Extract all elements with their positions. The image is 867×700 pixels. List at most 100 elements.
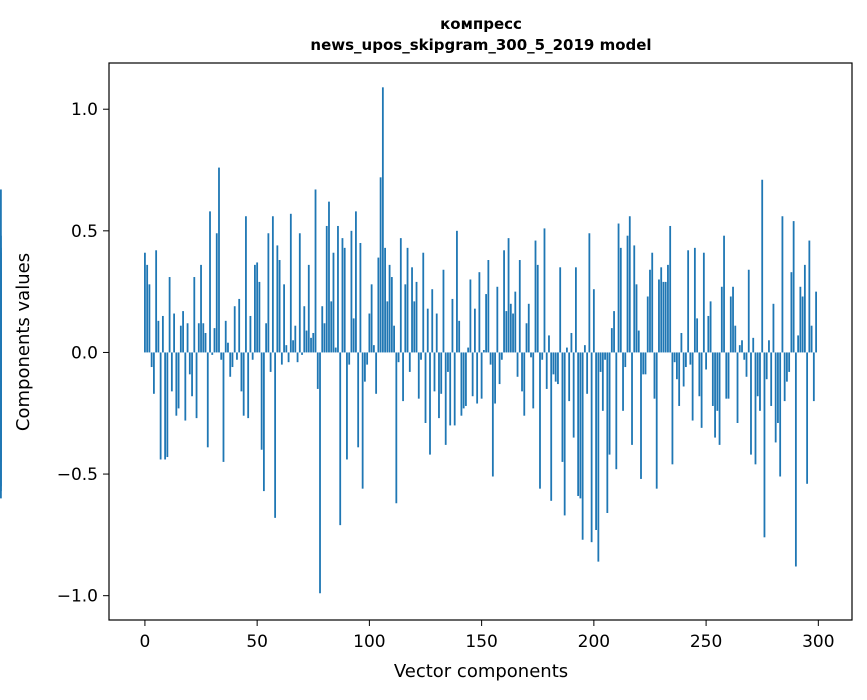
bar [435,313,438,353]
bar [651,252,654,353]
bar [426,308,429,353]
bar [503,250,505,353]
bar [285,345,288,353]
bar [269,352,272,372]
bar [592,289,595,353]
bar [195,352,198,419]
bar [287,352,290,363]
bar [747,269,750,353]
bar [516,352,519,377]
bar [242,352,245,416]
bar [673,352,676,363]
bar [332,252,335,353]
bar [496,286,499,353]
bar [505,311,508,353]
bar [144,252,146,353]
bar [276,245,279,353]
bar [251,352,254,360]
bar [563,352,566,516]
bar [606,352,609,513]
bar [202,323,205,353]
bar [330,301,333,353]
bar [586,352,589,394]
bar [691,352,694,421]
bar [487,260,490,353]
bar [449,352,452,426]
bar [482,350,485,353]
bar [548,335,550,353]
bar [689,352,692,365]
bar [173,313,175,353]
bar [575,267,577,353]
bar [179,325,182,353]
bar [413,301,416,353]
bar [523,352,526,416]
bar [361,352,364,489]
bar [772,303,775,353]
bar [289,213,292,353]
bar [725,352,728,399]
bar [635,284,638,353]
bar [763,352,766,538]
bar [213,328,216,353]
bar [352,318,355,353]
bar [559,267,562,353]
bar [206,352,209,448]
bar [583,345,586,353]
bar [265,323,268,353]
bar [669,225,672,353]
bar [424,352,427,423]
bar [473,308,476,353]
bar [359,242,362,353]
bar [328,201,330,353]
bar [467,347,470,353]
bar [177,352,180,409]
bar [312,332,315,353]
bar [507,238,510,353]
bar [693,247,696,353]
bar [541,352,544,360]
bar [518,260,521,353]
bar [420,352,422,360]
bar [631,352,633,445]
bar [148,284,151,353]
bar [379,177,382,353]
bar [509,303,512,353]
bar [227,342,229,353]
bar [364,352,366,382]
bar [305,330,308,353]
bar [794,352,797,567]
bar [458,320,461,353]
bar [610,328,613,353]
bar [381,87,384,353]
bar [211,352,214,355]
bar [714,352,716,438]
bar [429,352,431,455]
bar [337,225,339,353]
bar [557,352,559,385]
bar [395,352,398,504]
bar [770,352,773,406]
bar [197,323,200,353]
bar [687,250,690,353]
bar [303,306,306,353]
bar [442,269,445,353]
bar [188,352,191,375]
bar [161,315,164,353]
bar [166,352,169,458]
bar [752,337,755,353]
bar [408,352,411,372]
bar [729,296,732,353]
bar [765,352,768,380]
bar [514,291,517,353]
bar [532,352,535,409]
bar [325,225,328,353]
bar [417,352,420,399]
bar [146,264,149,353]
bar [792,221,795,353]
bar [366,352,369,365]
bar [644,352,647,375]
bar [617,223,620,353]
bar [249,315,252,353]
